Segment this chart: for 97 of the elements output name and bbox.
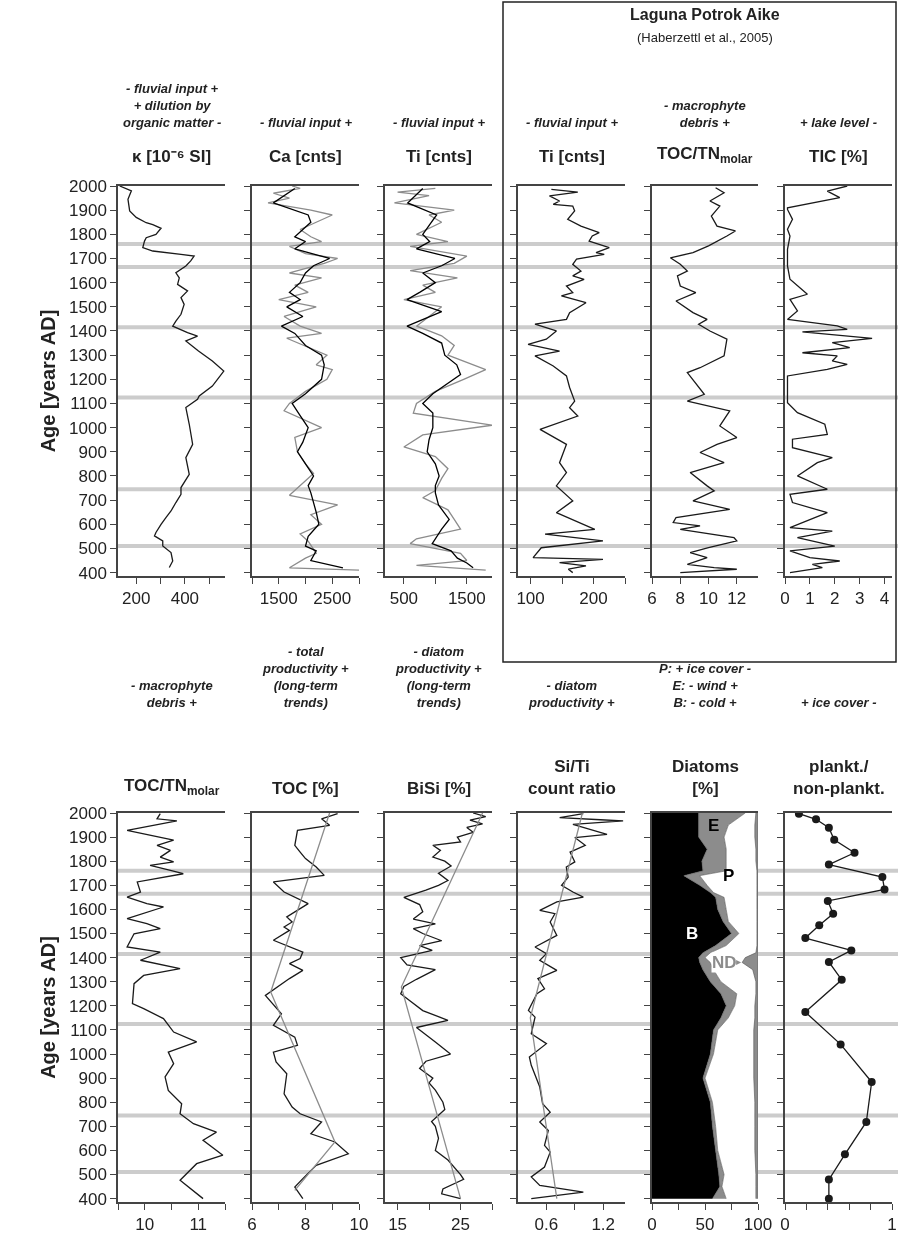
- y-tick-label: 600: [78, 1141, 107, 1161]
- x-tick-label: 10: [349, 1215, 369, 1235]
- y-tick-label: 900: [78, 442, 107, 462]
- y-tick-label: 1300: [69, 346, 107, 366]
- x-tick-label: 0: [780, 589, 790, 609]
- y-tick-label: 1300: [69, 972, 107, 992]
- y-tick-label: 1400: [69, 948, 107, 968]
- y-tick-label: 1500: [69, 924, 107, 944]
- text: (Haberzettl et al., 2005): [637, 30, 773, 45]
- chart-title: TOC [%]: [272, 779, 339, 798]
- chart-subtitle: - fluvial input + + dilution by organic matter -: [123, 81, 222, 130]
- y-tick-label: 400: [78, 563, 107, 583]
- x-tick-label: 400: [170, 589, 200, 609]
- y-tick-label: 700: [78, 1117, 107, 1137]
- y-tick-label: 1100: [70, 1020, 107, 1040]
- y-tick-label: 400: [78, 1189, 107, 1209]
- chart-subtitle: - fluvial input +: [260, 115, 353, 130]
- x-tick-label: 1: [805, 589, 815, 609]
- x-tick-label: 200: [122, 589, 151, 609]
- x-tick-label: 200: [579, 589, 608, 609]
- y-tick-label: 600: [78, 515, 107, 535]
- y-tick-label: 1700: [69, 249, 107, 269]
- chart-title: TOC/TN$_{molar}$: [657, 144, 753, 166]
- x-tick-label: 8: [675, 589, 685, 609]
- x-tick-label: 500: [389, 589, 419, 609]
- chart-title: κ [10⁻⁶ SI]: [132, 147, 212, 166]
- chart-title: Ti [cnts]: [406, 147, 472, 166]
- chart-title: Diatoms [%]: [672, 757, 740, 799]
- y-tick-label: 800: [78, 1093, 107, 1113]
- y-tick-label: 800: [78, 466, 107, 486]
- chart-title: BiSi [%]: [407, 779, 472, 798]
- x-tick-label: 12: [727, 589, 747, 609]
- x-tick-label: 1: [887, 1215, 897, 1235]
- x-tick-label: 25: [451, 1215, 470, 1235]
- legend-label: ND: [712, 953, 737, 972]
- y-tick-label: 1900: [69, 201, 107, 221]
- chart-subtitle: - macrophyte debris +: [664, 98, 746, 130]
- x-tick-label: 10: [699, 589, 718, 609]
- x-tick-label: 0.6: [534, 1215, 559, 1235]
- y-tick-label: 1000: [69, 1044, 107, 1064]
- chart-subtitle: - macrophyte debris +: [131, 678, 213, 710]
- y-tick-label: 1800: [69, 852, 107, 872]
- chart-subtitle: + ice cover -: [801, 695, 877, 710]
- chart-subtitle: - fluvial input +: [526, 115, 619, 130]
- x-tick-label: 2500: [313, 589, 352, 609]
- y-tick-label: 1200: [69, 996, 107, 1016]
- x-tick-label: 0: [780, 1215, 790, 1235]
- y-tick-label: 1900: [69, 828, 107, 848]
- x-tick-label: 100: [516, 589, 545, 609]
- y-tick-label: 1000: [69, 418, 107, 438]
- series-label: B: [686, 924, 699, 943]
- chart-subtitle: - fluvial input +: [393, 115, 486, 130]
- series-label: E: [708, 816, 720, 835]
- y-tick-label: 700: [78, 491, 107, 511]
- series-label: P: [723, 866, 735, 885]
- chart-subtitle: - diatom productivity +: [528, 678, 616, 710]
- text: Laguna Potrok Aike: [630, 6, 780, 23]
- x-tick-label: 1500: [447, 589, 486, 609]
- chart-subtitle: - diatom productivity + (long-term trends): [395, 644, 483, 710]
- chart-title: Ti [cnts]: [539, 147, 605, 166]
- chart-subtitle: + lake level -: [800, 115, 877, 130]
- x-tick-label: 6: [647, 589, 657, 609]
- chart-subtitle: - total productivity + (long-term trends): [262, 644, 350, 710]
- y-tick-label: 500: [78, 539, 107, 559]
- x-tick-label: 100: [743, 1215, 773, 1235]
- x-tick-label: 1500: [259, 589, 298, 609]
- chart-subtitle: P: + ice cover - E: - wind + B: - cold +: [659, 661, 752, 710]
- x-tick-label: 1.2: [591, 1215, 616, 1235]
- y-tick-label: 1600: [69, 273, 107, 293]
- x-tick-label: 11: [189, 1215, 208, 1235]
- x-tick-label: 15: [388, 1215, 408, 1235]
- y-tick-label: 1600: [69, 900, 107, 920]
- x-tick-label: 0: [647, 1215, 657, 1235]
- chart-title: TOC/TN$_{molar}$: [124, 776, 220, 798]
- x-tick-label: 4: [879, 589, 890, 609]
- y-tick-label: 1200: [69, 370, 107, 390]
- y-tick-label: 900: [78, 1069, 107, 1089]
- x-tick-label: 8: [300, 1215, 311, 1235]
- x-tick-label: 3: [854, 589, 865, 609]
- x-tick-label: 6: [247, 1215, 257, 1235]
- chart-title: Ca [cnts]: [269, 147, 342, 166]
- x-tick-label: 50: [695, 1215, 715, 1235]
- y-tick-label: 1100: [70, 394, 107, 414]
- chart-title: plankt./ non-plankt.: [793, 757, 885, 799]
- y-axis-title: Age [years AD]: [37, 309, 60, 453]
- y-tick-label: 1700: [69, 876, 107, 896]
- y-tick-label: 1500: [69, 297, 107, 317]
- chart-title: TIC [%]: [809, 147, 868, 166]
- x-tick-label: 10: [135, 1215, 155, 1235]
- y-axis-title: Age [years AD]: [37, 936, 60, 1079]
- y-tick-label: 2000: [69, 176, 107, 196]
- y-tick-label: 2000: [69, 803, 107, 823]
- y-tick-label: 1800: [69, 225, 107, 245]
- y-tick-label: 500: [78, 1165, 107, 1185]
- y-tick-label: 1400: [69, 321, 107, 341]
- chart-title: Si/Ti count ratio: [528, 757, 616, 799]
- x-tick-label: 2: [830, 589, 840, 609]
